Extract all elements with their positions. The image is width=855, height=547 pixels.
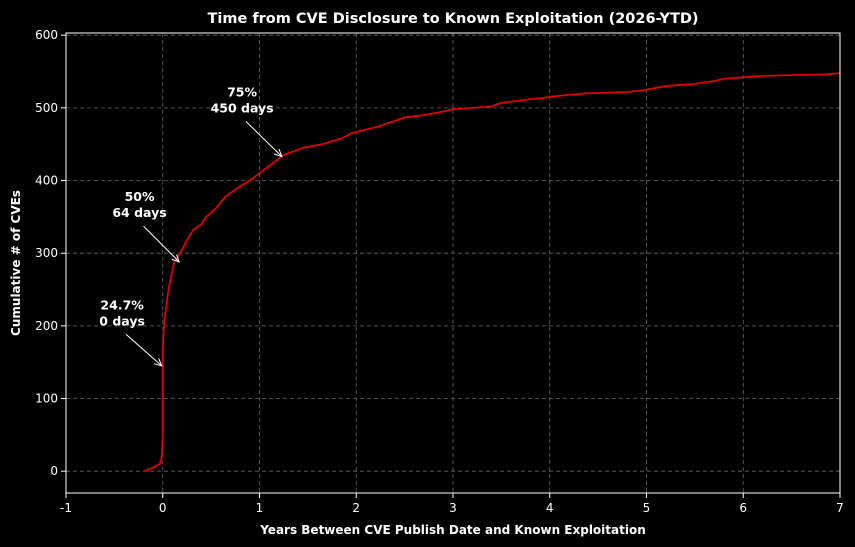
annotation-days: 450 days [211, 100, 274, 115]
series-line [144, 72, 841, 473]
grid [65, 33, 841, 493]
x-tick-label: 4 [546, 501, 554, 515]
annotation-arrowhead [153, 358, 163, 367]
annotation-arrowhead [171, 254, 181, 263]
y-tick-label: 600 [35, 28, 58, 42]
y-axis-label: Cumulative # of CVEs [9, 190, 23, 336]
y-tick-label: 500 [35, 101, 58, 115]
annotation-arrowhead [274, 148, 283, 158]
x-tick-label: 3 [449, 501, 457, 515]
annotation-percent: 75% [227, 84, 257, 99]
annotation-percent: 24.7% [100, 297, 144, 312]
y-tick-label: 200 [35, 319, 58, 333]
y-tick-label: 400 [35, 174, 58, 188]
x-axis-label: Years Between CVE Publish Date and Known… [259, 523, 646, 537]
annotation: 24.7%0 days [99, 297, 163, 367]
x-tick-label: 5 [643, 501, 651, 515]
annotation: 75%450 days [211, 84, 283, 158]
x-tick-label: 7 [836, 501, 844, 515]
x-tick-label: 1 [256, 501, 264, 515]
annotation-days: 0 days [99, 313, 145, 328]
x-tick-label: 6 [739, 501, 747, 515]
annotations: 24.7%0 days 50%64 days 75%450 days [99, 84, 283, 367]
y-tick-label: 300 [35, 246, 58, 260]
x-tick-label: 2 [352, 501, 360, 515]
annotation-arrow [143, 225, 180, 263]
annotation-arrow [245, 121, 283, 157]
annotation-days: 64 days [112, 205, 166, 220]
y-tick-label: 0 [50, 464, 58, 478]
series-layer [144, 72, 841, 473]
annotation-percent: 50% [125, 189, 155, 204]
y-tick-label: 100 [35, 392, 58, 406]
x-tick-label: -1 [60, 501, 72, 515]
x-tick-label: 0 [159, 501, 167, 515]
annotation-arrow [125, 334, 163, 367]
chart-title: Time from CVE Disclosure to Known Exploi… [207, 11, 698, 27]
ticks: -1 0 1 2 3 4 5 6 7 0 100 200 300 400 500 600 [35, 28, 844, 515]
annotation: 50%64 days [112, 189, 181, 263]
